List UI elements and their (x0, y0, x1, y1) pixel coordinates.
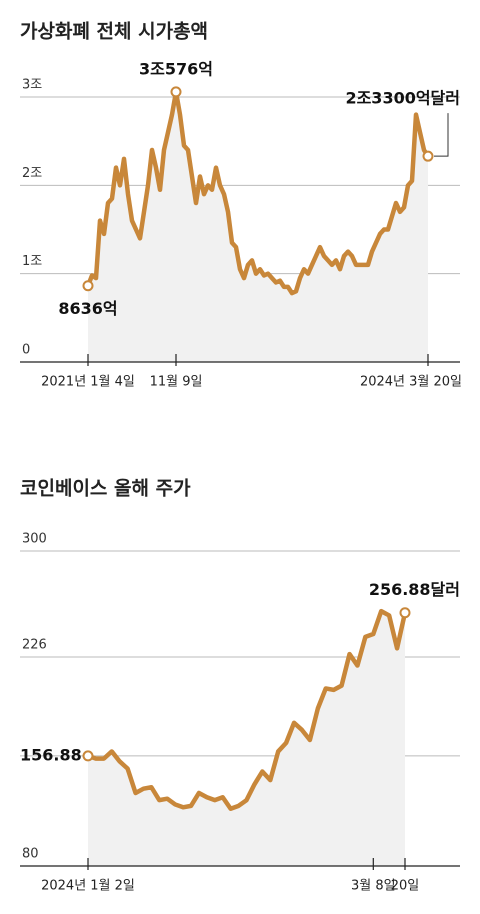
x-tick-label: 20일 (391, 879, 420, 894)
point-marker (82, 280, 94, 292)
y-tick-label: 2조 (22, 166, 42, 181)
chart-title: 코인베이스 올해 주가 (20, 478, 191, 500)
point-marker (422, 150, 434, 162)
y-tick-label: 300 (22, 532, 47, 547)
y-tick-label: 1조 (22, 254, 42, 269)
point-marker (170, 86, 182, 98)
point-marker (399, 607, 411, 619)
value-label: 3조576억 (139, 59, 213, 78)
value-label: 256.88달러 (369, 580, 460, 599)
point-marker (82, 750, 94, 762)
x-tick-label: 3월 8일 (351, 879, 396, 894)
line (87, 608, 408, 811)
y-tick-label: 226 (22, 637, 47, 652)
line (85, 89, 430, 296)
x-tick-label: 2024년 3월 20일 (360, 375, 462, 390)
area (88, 611, 405, 866)
value-label: 8636억 (58, 299, 117, 318)
y-tick-label: 80 (22, 847, 39, 862)
area (88, 91, 428, 363)
value-label: 2조3300억달러 (345, 89, 460, 108)
y-tick-label: 3조 (22, 78, 42, 93)
x-tick-label: 2024년 1월 2일 (41, 879, 135, 894)
connector (434, 113, 449, 157)
chart-title: 가상화폐 전체 시가총액 (20, 21, 208, 43)
value-label: 156.88 (20, 745, 82, 764)
x-tick-label: 2021년 1월 4일 (41, 375, 135, 390)
y-tick-label: 0 (22, 343, 30, 358)
x-tick-label: 11월 9일 (150, 375, 203, 390)
